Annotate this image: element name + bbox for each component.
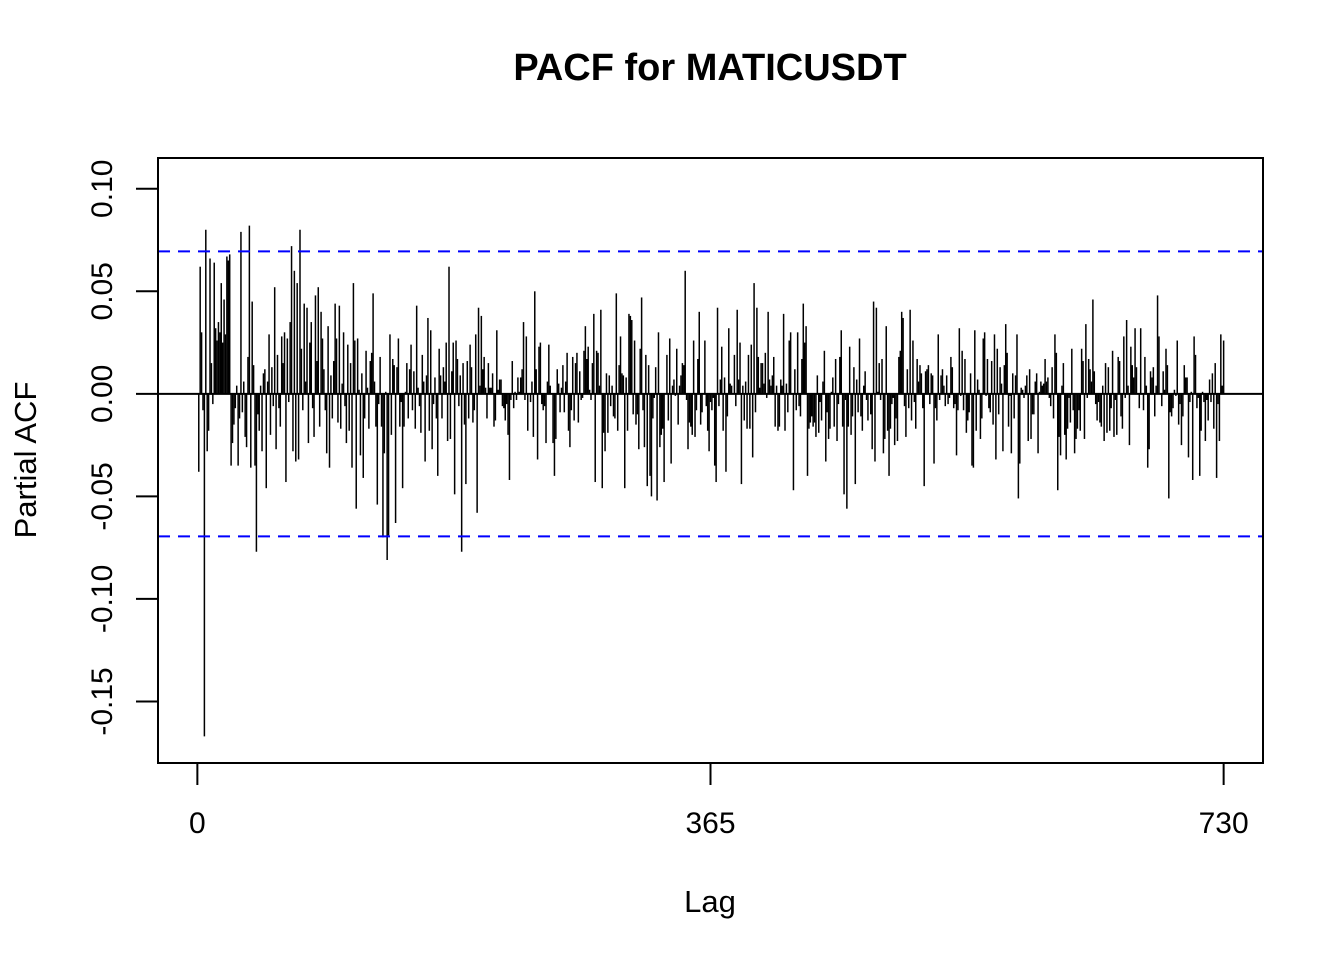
chart-title: PACF for MATICUSDT <box>513 47 906 89</box>
y-tick-label: -0.15 <box>86 667 119 735</box>
plot-frame <box>157 157 1264 764</box>
x-axis-label: Lag <box>684 884 736 919</box>
x-tick-label: 365 <box>685 807 735 840</box>
x-tick-label: 0 <box>189 807 206 840</box>
x-axis: 0 365 730 <box>189 762 1249 840</box>
y-tick-label: -0.05 <box>86 462 119 530</box>
y-axis: -0.15 -0.10 -0.05 0.00 0.05 0.10 <box>86 160 158 736</box>
y-tick-label: 0.05 <box>86 262 119 320</box>
x-tick-label: 730 <box>1199 807 1249 840</box>
y-tick-label: -0.10 <box>86 565 119 633</box>
y-tick-label: 0.00 <box>86 365 119 423</box>
y-tick-label: 0.10 <box>86 160 119 218</box>
y-axis-label: Partial ACF <box>8 382 43 539</box>
pacf-bars <box>198 225 1225 737</box>
